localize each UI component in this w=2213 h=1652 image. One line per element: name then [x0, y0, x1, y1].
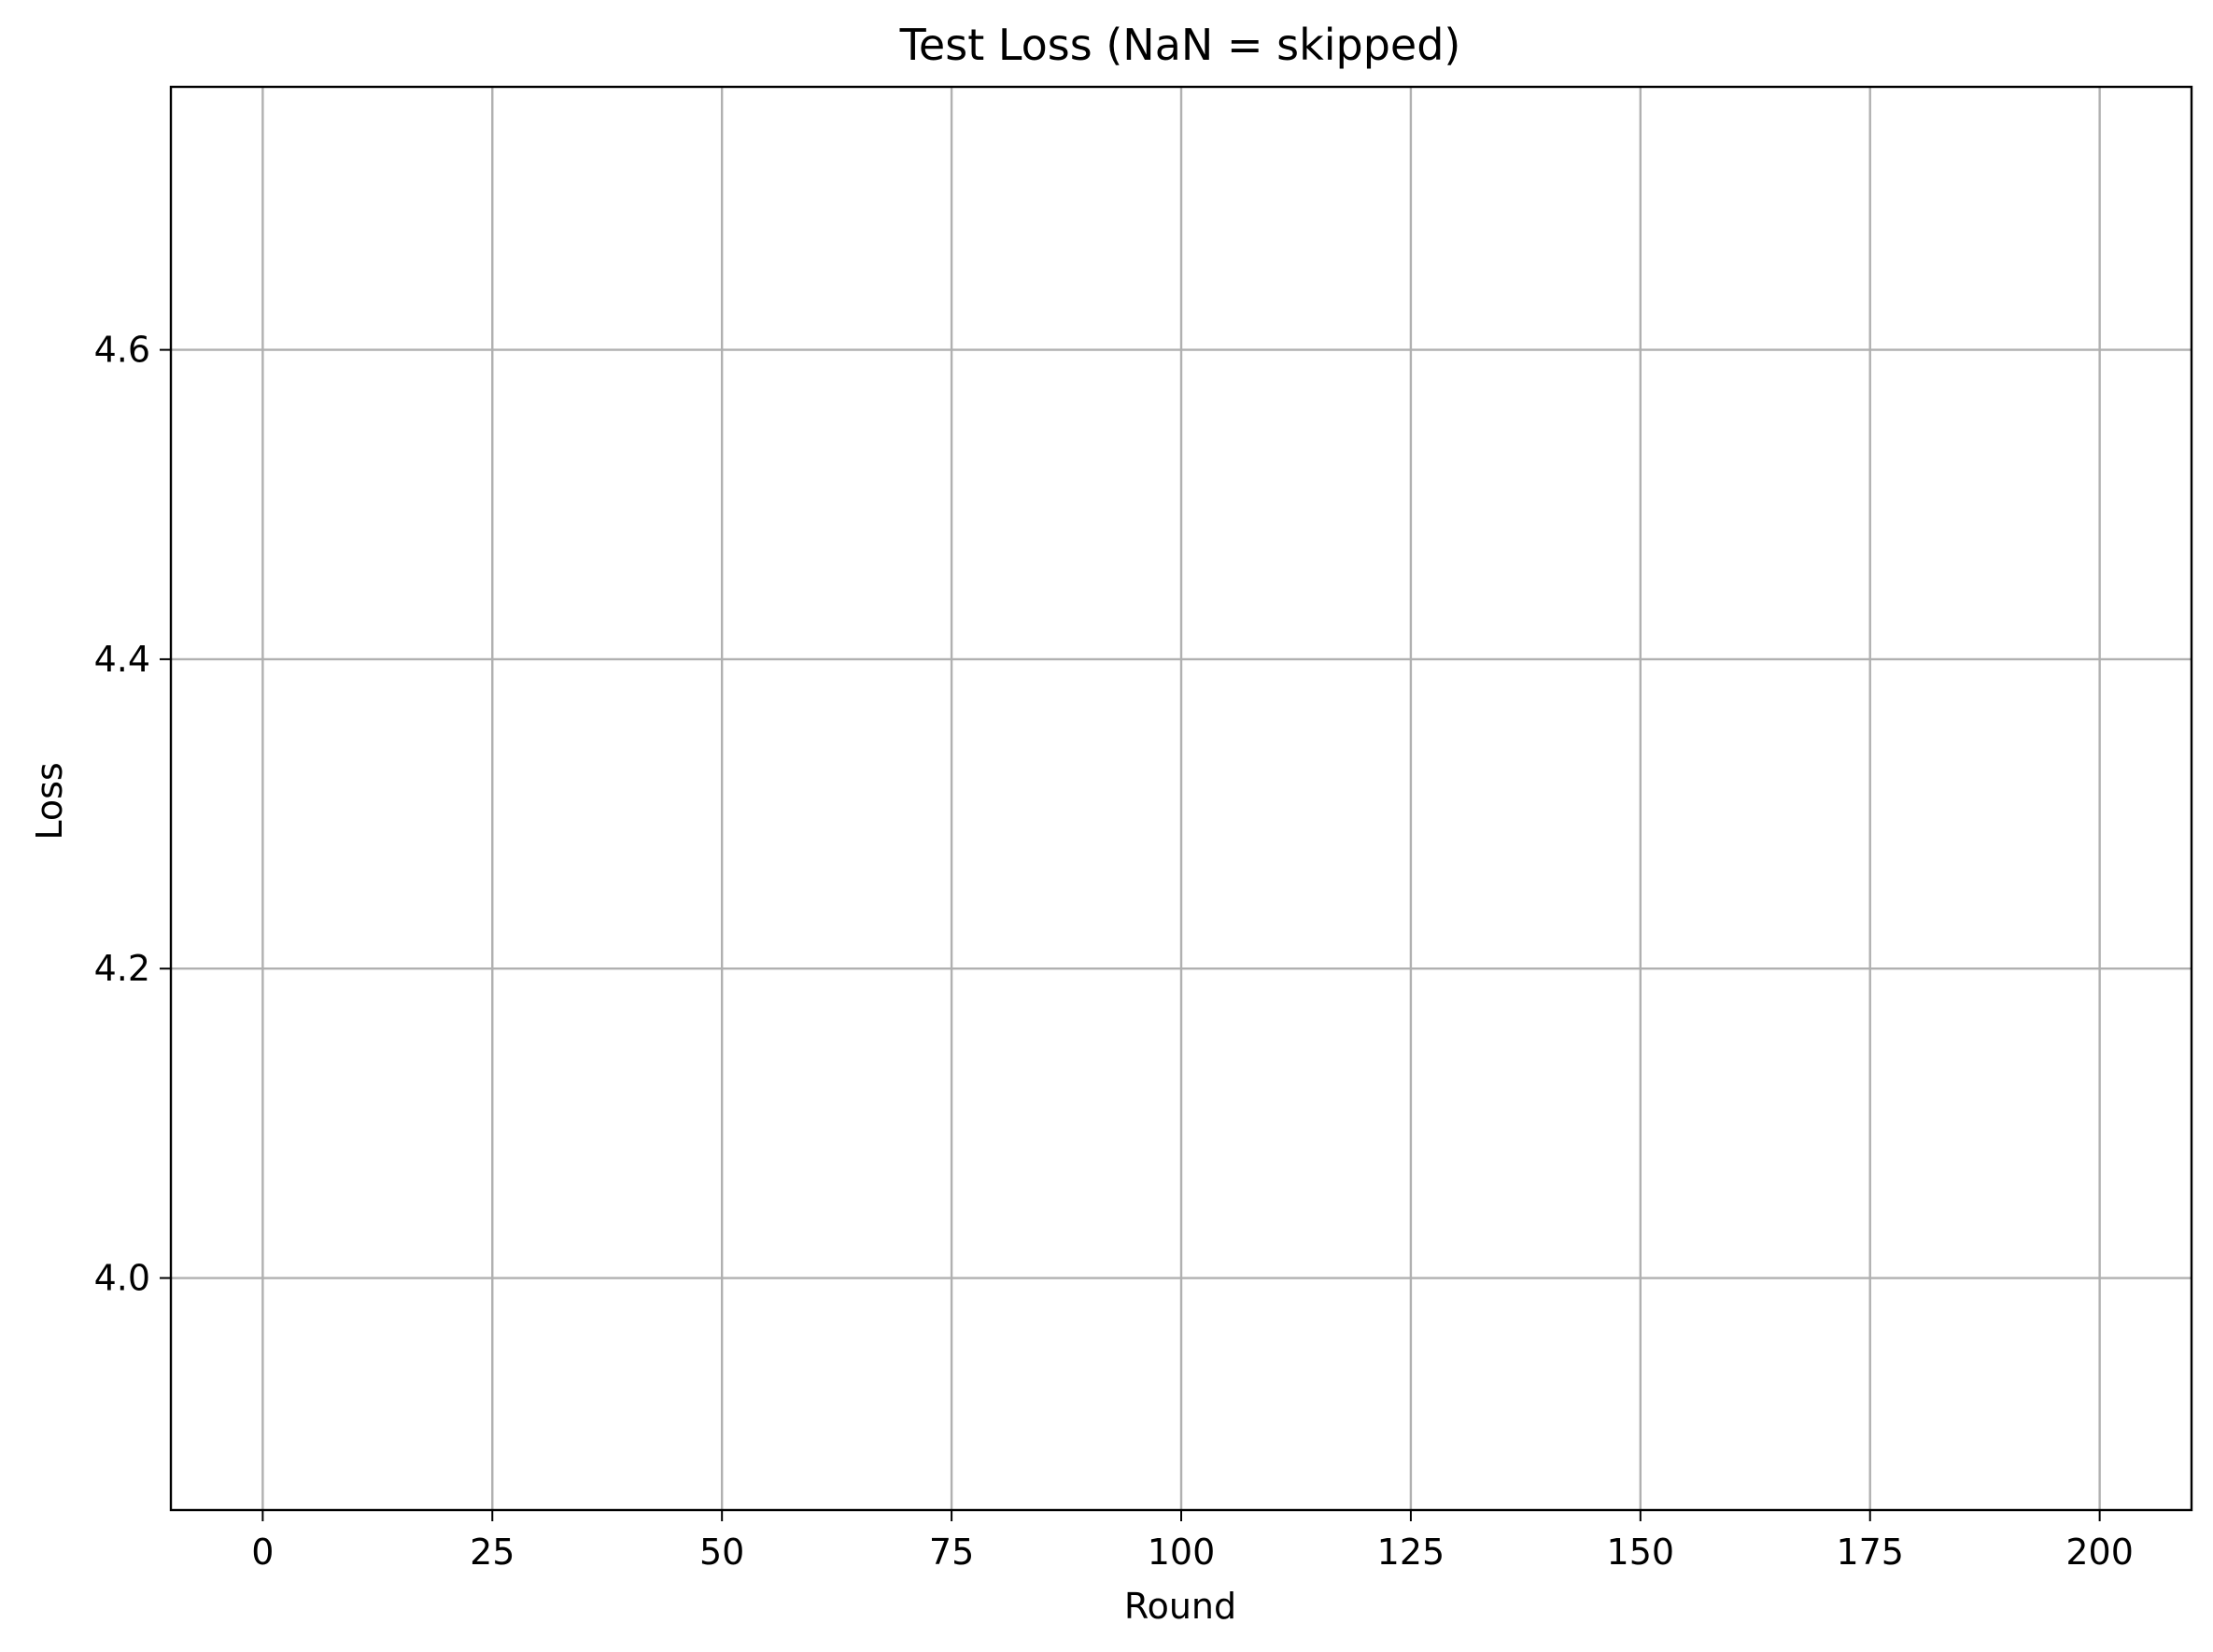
x-tick-label: 150 — [1607, 1532, 1675, 1573]
chart-title: Test Loss (NaN = skipped) — [899, 20, 1461, 70]
y-tick-label: 4.0 — [94, 1258, 150, 1299]
y-tick-label: 4.2 — [94, 948, 150, 989]
x-tick-label: 100 — [1148, 1532, 1216, 1573]
x-axis-label: Round — [1124, 1586, 1236, 1627]
ticks-layer: 0 25 50 75 100 125 150 175 200 4.0 4.2 4.4 4.6 — [94, 330, 2134, 1573]
y-tick-label: 4.4 — [94, 639, 150, 680]
y-axis-label: Loss — [29, 762, 70, 840]
grid-layer — [171, 87, 2192, 1510]
y-tick-label: 4.6 — [94, 330, 150, 371]
x-tick-label: 25 — [470, 1532, 514, 1573]
x-tick-label: 0 — [251, 1532, 274, 1573]
x-tick-label: 75 — [929, 1532, 974, 1573]
x-tick-label: 125 — [1377, 1532, 1445, 1573]
x-tick-label: 50 — [699, 1532, 744, 1573]
x-tick-label: 175 — [1836, 1532, 1904, 1573]
x-tick-label: 200 — [2065, 1532, 2134, 1573]
